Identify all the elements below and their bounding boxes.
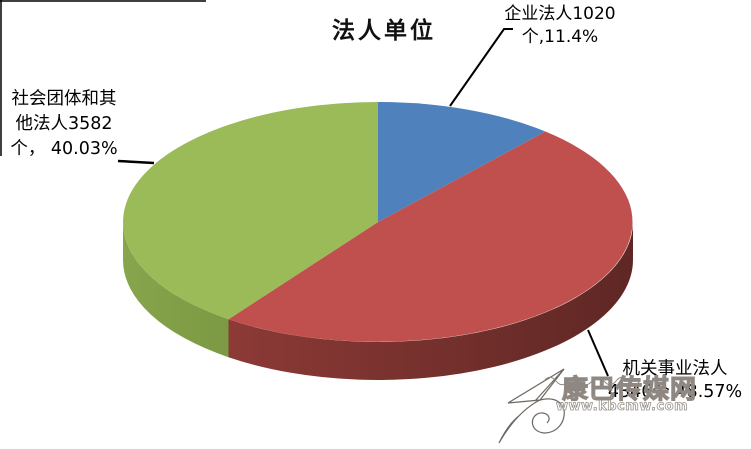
pie-side-social (123, 222, 229, 358)
leader-line-social (117, 159, 155, 165)
callout-government-line2: 4346个,48.57% (607, 382, 743, 402)
watermark-logo-icon (498, 368, 565, 444)
callout-government-line1: 机关事业法人 (622, 359, 728, 379)
callout-government: 机关事业法人 4346个,48.57% (600, 358, 750, 404)
pie-slice-enterprise (378, 102, 546, 222)
pie-side-government (228, 222, 633, 380)
callout-social: 社会团体和其 他法人3582 个， 40.03% (0, 87, 128, 162)
chart-title: 法人单位 (332, 18, 436, 44)
callout-enterprise-line2: 个,11.4% (521, 27, 599, 47)
watermark-flourish (543, 376, 641, 386)
pie-3d-group (123, 102, 633, 380)
callout-enterprise-line1: 企业法人1020 (504, 4, 616, 24)
callout-social-line2: 他法人3582 (15, 114, 113, 134)
leader-line-enterprise (449, 28, 513, 107)
leader-line-government (587, 329, 609, 377)
pie-slice-social (123, 102, 378, 320)
callout-social-line3: 个， 40.03% (10, 139, 118, 159)
watermark-site-name: 康巴传媒网 (561, 374, 698, 405)
pie-slice-government (228, 131, 633, 342)
callout-enterprise: 企业法人1020 个,11.4% (493, 3, 627, 49)
watermark-url: www.kbcmw.com (556, 399, 689, 415)
callout-social-line1: 社会团体和其 (11, 89, 117, 109)
